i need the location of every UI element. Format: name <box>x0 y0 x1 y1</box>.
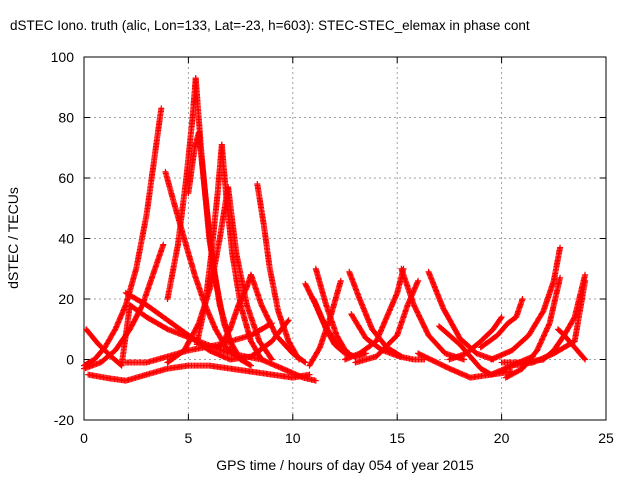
x-tick-label: 10 <box>285 430 301 446</box>
series-markers <box>509 277 589 369</box>
data-points <box>81 75 589 384</box>
series-markers <box>254 181 303 363</box>
series-markers <box>488 244 564 363</box>
series-markers <box>122 289 292 363</box>
series-markers <box>342 265 407 363</box>
series-markers <box>225 184 275 363</box>
series-markers <box>352 277 422 366</box>
x-tick-label: 25 <box>598 430 614 446</box>
data-series <box>310 296 353 357</box>
y-tick-label: 80 <box>58 110 74 126</box>
y-tick-label: 0 <box>66 352 74 368</box>
x-axis-label: GPS time / hours of day 054 of year 2015 <box>216 457 474 473</box>
y-tick-label: 20 <box>58 291 74 307</box>
series-markers <box>85 362 313 384</box>
x-tick-label: 20 <box>494 430 510 446</box>
axis-ticks: 0 5 10 15 20 25 -20 0 20 40 60 80 100 <box>51 49 614 446</box>
data-series <box>477 296 526 351</box>
y-tick-label: -20 <box>54 412 74 428</box>
x-tick-label: 15 <box>389 430 405 446</box>
data-series <box>225 184 275 363</box>
y-tick-label: 100 <box>51 49 75 65</box>
series-markers <box>477 296 526 351</box>
series-markers <box>122 320 275 366</box>
data-series <box>122 320 275 366</box>
series-markers <box>248 271 309 366</box>
data-series <box>85 362 313 384</box>
data-series <box>248 271 309 366</box>
data-series <box>509 277 589 369</box>
series-markers <box>81 105 165 369</box>
data-series <box>446 314 505 363</box>
series-markers <box>348 311 428 363</box>
x-tick-label: 5 <box>185 430 193 446</box>
data-series <box>81 105 165 369</box>
chart-title: dSTEC Iono. truth (alic, Lon=133, Lat=-2… <box>10 18 530 33</box>
x-tick-label: 0 <box>80 430 88 446</box>
series-markers <box>446 314 505 363</box>
y-tick-label: 40 <box>58 231 74 247</box>
data-series <box>164 75 199 302</box>
data-series <box>352 277 422 366</box>
data-series <box>122 289 292 363</box>
series-markers <box>310 296 353 357</box>
y-tick-label: 60 <box>58 170 74 186</box>
data-series <box>342 265 407 363</box>
series-markers <box>164 75 199 302</box>
data-series <box>348 311 428 363</box>
y-axis-label: dSTEC / TECUs <box>5 187 21 289</box>
data-series <box>488 244 564 363</box>
data-series <box>254 181 303 363</box>
